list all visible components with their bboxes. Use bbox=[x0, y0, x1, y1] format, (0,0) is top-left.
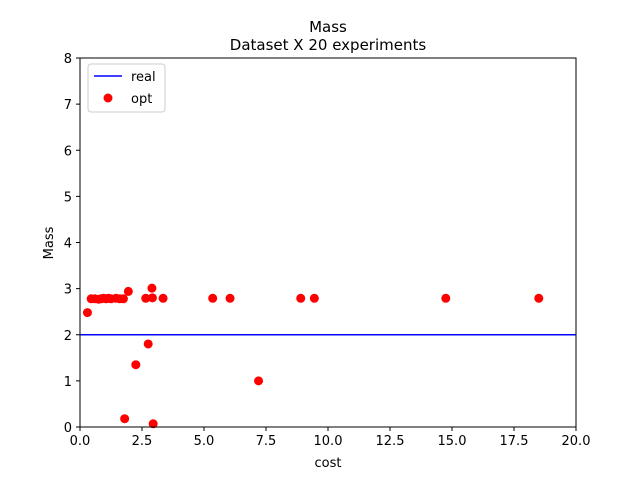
y-tick-label: 1 bbox=[64, 375, 72, 390]
opt-point bbox=[208, 293, 218, 303]
opt-point bbox=[296, 293, 306, 303]
opt-point bbox=[123, 286, 133, 296]
opt-point bbox=[147, 293, 157, 303]
x-tick-label: 10.0 bbox=[314, 434, 343, 449]
chart-subtitle: Dataset X 20 experiments bbox=[230, 36, 427, 54]
opt-point bbox=[225, 293, 235, 303]
opt-point bbox=[147, 283, 157, 293]
opt-point bbox=[131, 360, 141, 370]
x-tick-label: 2.5 bbox=[132, 434, 153, 449]
x-axis-label: cost bbox=[315, 456, 342, 471]
y-tick-label: 7 bbox=[64, 98, 72, 113]
y-axis-label: Mass bbox=[42, 226, 57, 259]
y-tick-label: 8 bbox=[64, 52, 72, 67]
x-tick-label: 20.0 bbox=[562, 434, 591, 449]
legend: real opt bbox=[87, 63, 166, 113]
opt-point bbox=[82, 308, 92, 318]
y-tick-label: 3 bbox=[64, 283, 72, 298]
opt-point bbox=[148, 419, 158, 429]
y-tick-label: 5 bbox=[64, 190, 72, 205]
opt-point bbox=[120, 414, 130, 424]
opt-point bbox=[141, 293, 151, 303]
y-tick-label: 2 bbox=[64, 329, 72, 344]
x-tick-label: 17.5 bbox=[500, 434, 529, 449]
x-tick-label: 15.0 bbox=[438, 434, 467, 449]
opt-point bbox=[143, 339, 153, 349]
opt-point bbox=[534, 293, 544, 303]
opt-point bbox=[441, 293, 451, 303]
plot-frame bbox=[79, 57, 577, 428]
x-tick-label: 7.5 bbox=[256, 434, 277, 449]
opt-point bbox=[254, 376, 264, 386]
chart-title: Mass bbox=[309, 18, 347, 36]
opt-point bbox=[118, 294, 128, 304]
legend-opt-label: opt bbox=[131, 92, 152, 107]
x-tick-label: 0.0 bbox=[70, 434, 91, 449]
y-tick-label: 6 bbox=[64, 144, 72, 159]
x-tick-label: 12.5 bbox=[376, 434, 405, 449]
y-tick-label: 4 bbox=[64, 237, 72, 252]
x-tick-label: 5.0 bbox=[194, 434, 215, 449]
legend-real-label: real bbox=[131, 70, 156, 85]
y-tick-label: 0 bbox=[64, 421, 72, 436]
legend-opt-marker bbox=[103, 93, 113, 103]
opt-point bbox=[158, 293, 168, 303]
opt-point bbox=[309, 293, 319, 303]
